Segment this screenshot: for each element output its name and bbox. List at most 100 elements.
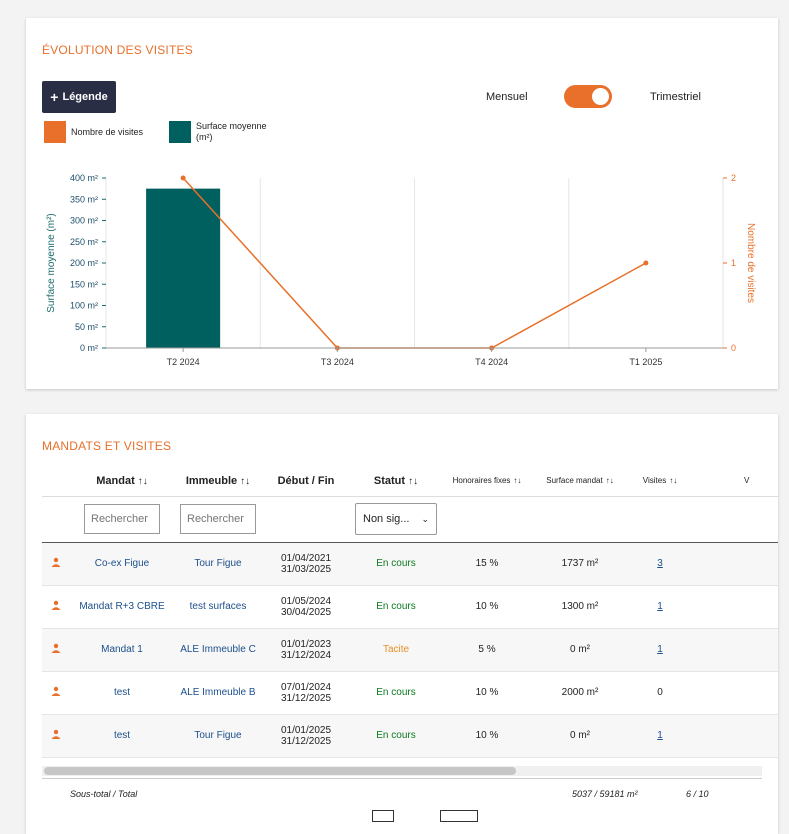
mandats-table: Mandat ↑↓ Immeuble ↑↓ Début / Fin Statut ↑↓… <box>42 466 778 758</box>
cell-fin: 31/12/2025 <box>280 735 332 747</box>
total-visites: 6 / 10 <box>686 789 709 799</box>
cell-dates: 01/01/2025 31/12/2025 <box>262 714 350 758</box>
toggle-label-monthly: Mensuel <box>486 91 528 103</box>
cell-visites[interactable]: 1 <box>657 730 663 741</box>
col-immeuble[interactable]: Immeuble ↑↓ <box>174 466 262 496</box>
user-icon <box>51 686 61 696</box>
status-filter-select[interactable]: Non sig... ⌄ <box>355 503 437 535</box>
col-v-label: V <box>744 476 750 486</box>
y-tick-label: 0 m² <box>80 343 98 353</box>
cell-immeuble[interactable]: ALE Immeuble C <box>174 628 262 672</box>
cell-immeuble[interactable]: ALE Immeuble B <box>174 671 262 715</box>
y-tick-label: 300 m² <box>70 216 98 226</box>
cell-fin: 31/12/2025 <box>280 692 332 704</box>
sort-icon: ↑↓ <box>669 476 678 486</box>
total-label: Sous-total / Total <box>70 789 138 799</box>
cell-honoraires: 10 % <box>442 585 532 629</box>
y-axis-title: Surface moyenne (m²) <box>46 213 57 312</box>
user-icon <box>51 729 61 739</box>
col-surface[interactable]: Surface mandat ↑↓ <box>532 466 628 496</box>
cell-visites[interactable]: 3 <box>657 558 663 569</box>
cell-statut: En cours <box>350 714 442 758</box>
cell-visites[interactable]: 1 <box>657 644 663 655</box>
table-row[interactable]: test ALE Immeuble B 07/01/2024 31/12/2025… <box>42 671 778 715</box>
cell-statut: En cours <box>350 542 442 586</box>
col-honoraires[interactable]: Honoraires fixes ↑↓ <box>442 466 532 496</box>
col-surface-label: Surface mandat <box>546 476 603 486</box>
legend-label-visits: Nombre de visites <box>71 127 144 137</box>
y-tick-label: 200 m² <box>70 258 98 268</box>
col-mandat-label: Mandat <box>96 474 135 487</box>
cell-debut: 01/01/2023 <box>280 638 332 650</box>
user-icon <box>51 557 61 567</box>
x-tick-label: T1 2025 <box>629 357 662 367</box>
col-statut[interactable]: Statut ↑↓ <box>350 466 442 496</box>
x-tick-label: T3 2024 <box>321 357 354 367</box>
col-icon <box>42 466 70 496</box>
search-immeuble-input[interactable] <box>180 504 256 534</box>
col-v[interactable]: V <box>692 466 778 496</box>
y-tick-label: 250 m² <box>70 237 98 247</box>
legend-item-surface[interactable]: Surface moyenne (m²) <box>169 121 272 143</box>
toggle-label-quarterly: Trimestriel <box>650 91 701 103</box>
cell-fin: 31/12/2024 <box>280 649 332 661</box>
col-visites[interactable]: Visites ↑↓ <box>628 466 692 496</box>
legend-label-surface: Surface moyenne (m²) <box>196 121 267 142</box>
cell-surface: 1737 m² <box>532 542 628 586</box>
cell-debut: 07/01/2024 <box>280 681 332 693</box>
sort-icon: ↑↓ <box>240 475 251 487</box>
cell-honoraires: 10 % <box>442 714 532 758</box>
sort-icon: ↑↓ <box>605 476 614 486</box>
data-point <box>180 175 186 181</box>
cell-mandat[interactable]: Co-ex Figue <box>70 542 174 586</box>
table-row[interactable]: Mandat 1 ALE Immeuble C 01/01/2023 31/12/… <box>42 628 778 672</box>
search-mandat-input[interactable] <box>84 504 160 534</box>
cell-dates: 01/01/2023 31/12/2024 <box>262 628 350 672</box>
bar <box>146 188 221 348</box>
cell-debut: 01/05/2024 <box>280 595 332 607</box>
period-toggle[interactable] <box>564 85 612 108</box>
cell-immeuble[interactable]: Tour Figue <box>174 714 262 758</box>
y2-tick-label: 2 <box>731 173 736 183</box>
visits-card: ÉVOLUTION DES VISITES + Légende Mensuel … <box>26 18 778 389</box>
legend-item-visits[interactable]: Nombre de visites <box>44 121 143 143</box>
y2-axis-title: Nombre de visites <box>745 223 756 303</box>
legend-button-label: Légende <box>62 91 108 103</box>
y-tick-label: 50 m² <box>75 322 98 332</box>
col-visites-label: Visites <box>642 476 667 486</box>
cell-mandat[interactable]: Mandat 1 <box>70 628 174 672</box>
y-tick-label: 350 m² <box>70 194 98 204</box>
col-mandat[interactable]: Mandat ↑↓ <box>70 466 174 496</box>
x-tick-label: T2 2024 <box>167 357 200 367</box>
table-row[interactable]: Mandat R+3 CBRE test surfaces 01/05/2024… <box>42 585 778 629</box>
cell-fin: 30/04/2025 <box>280 606 332 618</box>
page-size-select[interactable] <box>440 810 478 822</box>
chart-bars <box>146 188 221 348</box>
horizontal-scrollbar[interactable] <box>42 766 762 776</box>
cell-honoraires: 5 % <box>442 628 532 672</box>
cell-immeuble[interactable]: test surfaces <box>174 585 262 629</box>
cell-mandat[interactable]: test <box>70 714 174 758</box>
table-row[interactable]: Co-ex Figue Tour Figue 01/04/2021 31/03/2… <box>42 542 778 586</box>
y2-tick-label: 0 <box>731 343 736 353</box>
cell-surface: 2000 m² <box>532 671 628 715</box>
cell-fin: 31/03/2025 <box>280 563 332 575</box>
scrollbar-thumb[interactable] <box>44 767 516 775</box>
legend-swatch-visits <box>44 121 66 143</box>
cell-dates: 07/01/2024 31/12/2025 <box>262 671 350 715</box>
table-row[interactable]: test Tour Figue 01/01/2025 31/12/2025 En … <box>42 714 778 758</box>
visits-card-title: ÉVOLUTION DES VISITES <box>42 43 193 57</box>
pager-button[interactable] <box>372 810 394 822</box>
sort-icon: ↑↓ <box>408 475 419 487</box>
cell-dates: 01/05/2024 30/04/2025 <box>262 585 350 629</box>
cell-mandat[interactable]: test <box>70 671 174 715</box>
sort-icon: ↑↓ <box>137 475 148 487</box>
y-tick-label: 100 m² <box>70 301 98 311</box>
cell-mandat[interactable]: Mandat R+3 CBRE <box>70 585 174 629</box>
legend-button[interactable]: + Légende <box>42 81 116 113</box>
plus-icon: + <box>50 89 59 105</box>
cell-visites[interactable]: 1 <box>657 601 663 612</box>
x-tick-label: T4 2024 <box>475 357 508 367</box>
col-debut-fin-label: Début / Fin <box>277 474 335 487</box>
cell-immeuble[interactable]: Tour Figue <box>174 542 262 586</box>
